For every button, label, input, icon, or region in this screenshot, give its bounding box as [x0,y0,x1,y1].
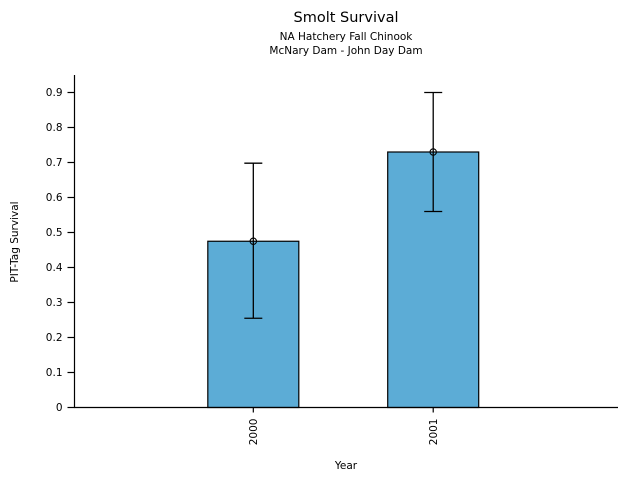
chart-subtitle-reach: McNary Dam - John Day Dam [269,45,423,57]
y-tick-label: 0.5 [46,227,63,239]
y-tick-label: 0.7 [46,157,63,169]
x-tick-label: 2000 [248,419,260,446]
x-axis-label: Year [334,460,358,472]
y-tick-label: 0.6 [46,192,63,204]
point-marker-2001 [429,148,437,156]
point-marker-2000 [249,237,258,246]
y-tick-label: 0.4 [46,262,63,274]
y-tick-label: 0.8 [46,122,63,134]
chart-title: Smolt Survival [293,10,399,26]
x-tick-label: 2001 [428,419,440,446]
y-tick-label: 0.9 [46,87,63,99]
y-tick-label: 0.2 [46,332,63,344]
y-tick-label: 0 [56,402,63,414]
y-tick-label: 0.3 [46,297,63,309]
chart-subtitle-stock: NA Hatchery Fall Chinook [279,31,413,43]
y-tick-label: 0.1 [46,367,63,379]
